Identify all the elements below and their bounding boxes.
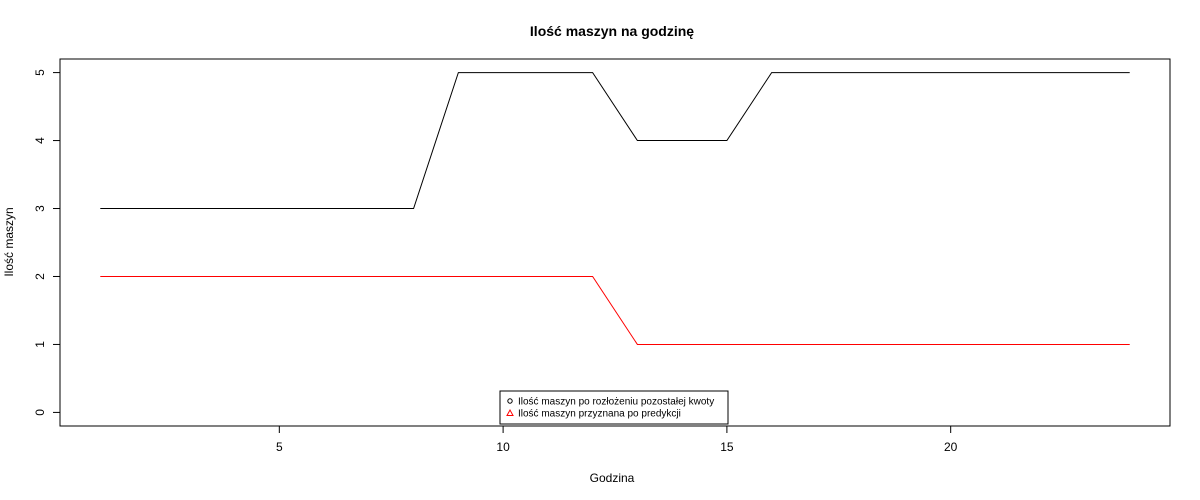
y-tick-label: 0 — [33, 409, 47, 416]
x-tick-label: 10 — [496, 440, 510, 454]
x-axis-label: Godzina — [590, 471, 635, 485]
chart-title: Ilość maszyn na godzinę — [530, 23, 694, 39]
series-line-2 — [100, 275, 1130, 345]
legend: Ilość maszyn po rozłożeniu pozostałej kw… — [499, 390, 729, 425]
legend-marker-triangle-icon — [506, 408, 514, 416]
y-tick-label: 4 — [33, 137, 47, 144]
y-axis-label: Ilość maszyn — [2, 207, 16, 276]
series-layer — [100, 72, 1130, 345]
legend-label: Ilość maszyn po rozłożeniu pozostałej kw… — [518, 397, 714, 408]
x-tick-label: 5 — [276, 440, 283, 454]
x-tick-label: 15 — [720, 440, 734, 454]
y-tick-label: 3 — [33, 205, 47, 212]
y-tick-label: 2 — [33, 273, 47, 280]
series-line-1 — [100, 72, 1130, 210]
plot-frame — [59, 58, 1171, 427]
y-tick-label: 5 — [33, 69, 47, 76]
legend-label: Ilość maszyn przyznana po predykcji — [518, 409, 681, 420]
axes: 5 10 15 20 0 1 2 3 4 5 — [33, 69, 958, 454]
x-tick-label: 20 — [944, 440, 958, 454]
legend-box — [499, 390, 729, 425]
legend-marker-circle-icon — [507, 398, 513, 404]
y-tick-label: 1 — [33, 341, 47, 348]
